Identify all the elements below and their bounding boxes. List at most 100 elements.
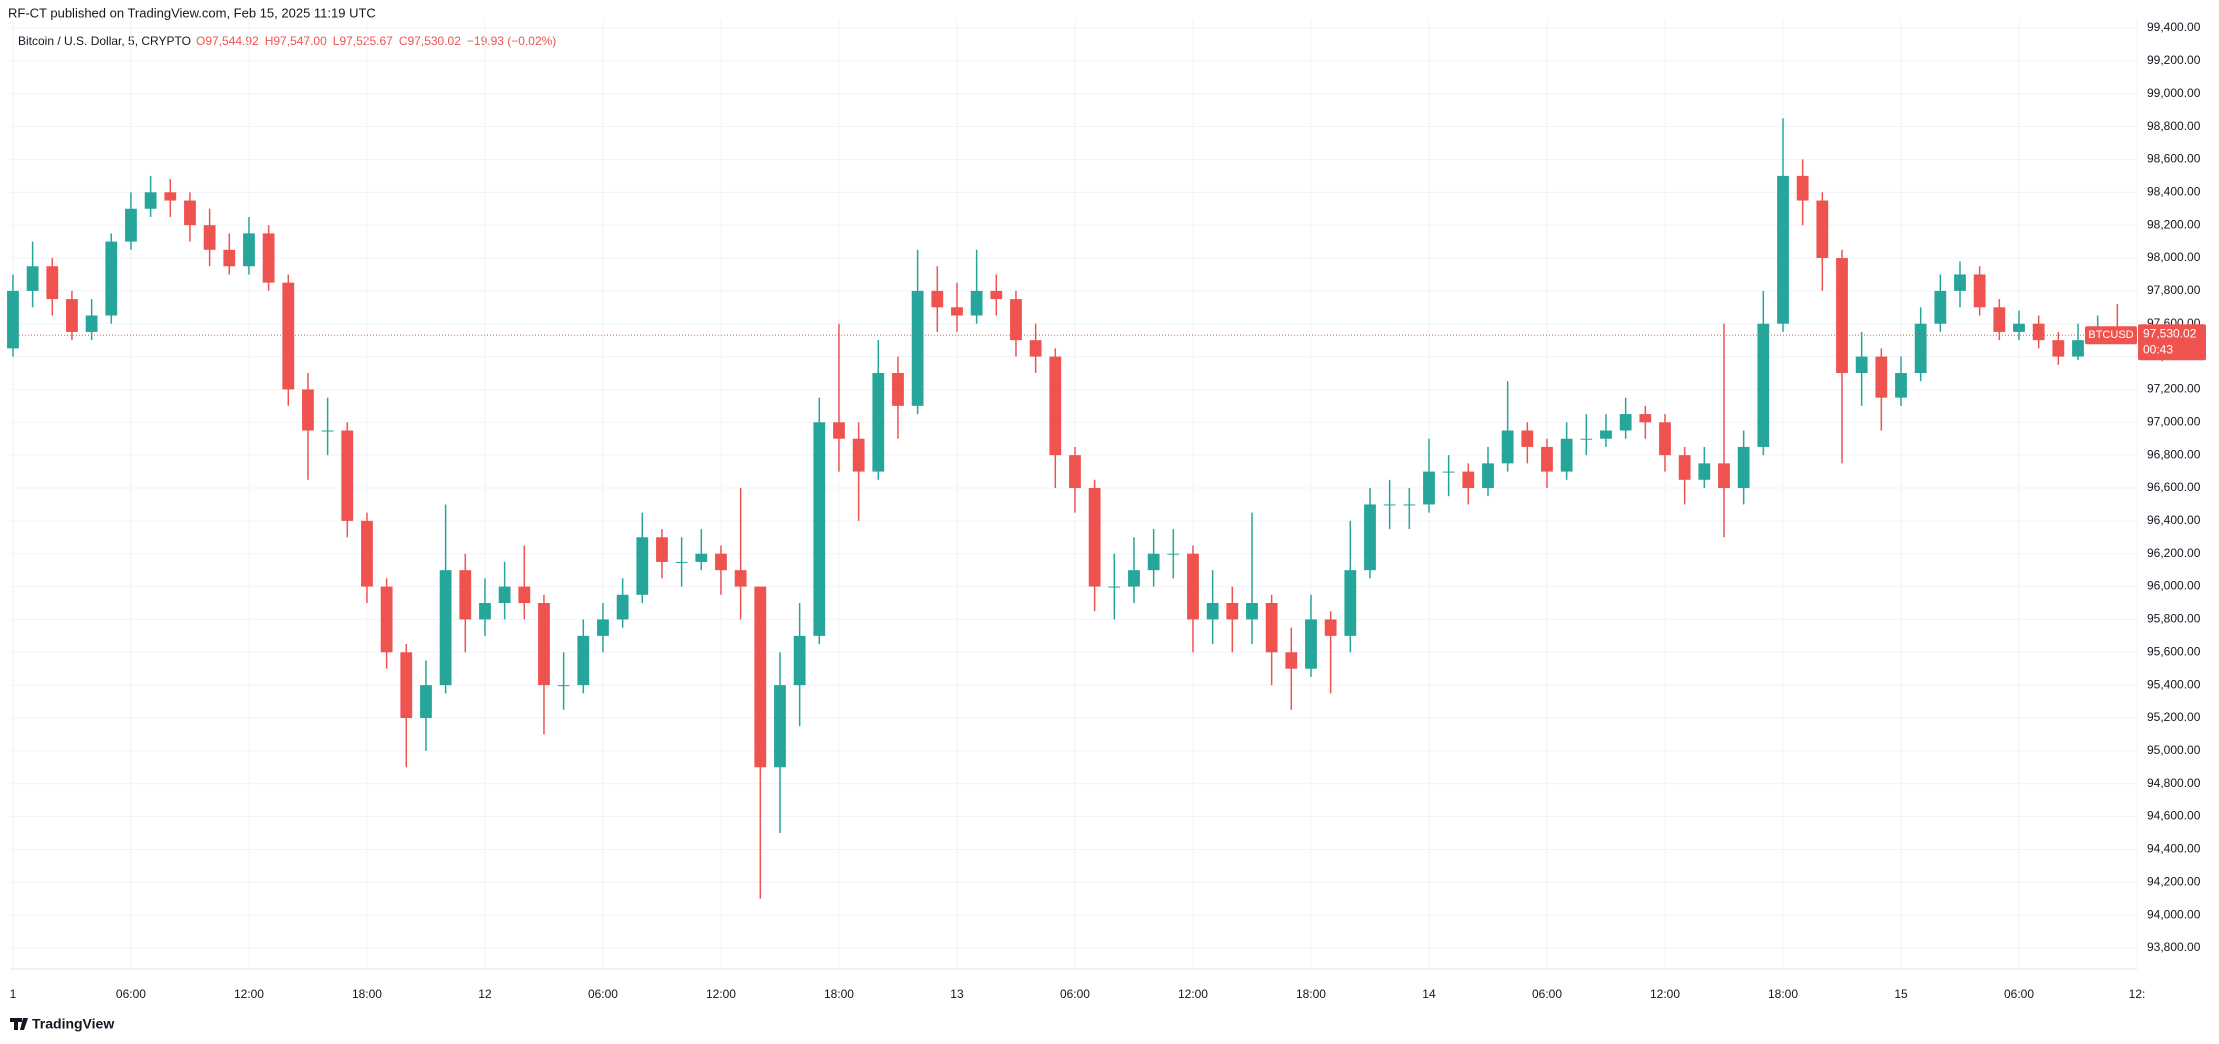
x-tick-label: 06:00 [588,987,618,1001]
x-tick-label: 06:00 [2004,987,2034,1001]
candle-body [852,438,865,472]
candle-body [1285,652,1298,669]
last-price-label: 97,530.02 [2143,326,2197,340]
candle-body [1226,603,1239,620]
candle-body [793,635,806,686]
x-tick-label: 12:00 [234,987,264,1001]
candle-body [833,422,845,439]
y-tick-label: 94,000.00 [2147,907,2201,921]
candle-body [970,290,983,316]
candle-body [400,652,413,718]
candle-body [144,192,157,209]
candle-body [1383,504,1396,506]
ohlc-low: L97,525.67 [333,34,393,48]
y-tick-label: 95,400.00 [2147,677,2201,691]
ohlc-high: H97,547.00 [265,34,327,48]
candle-body [1501,430,1514,464]
candle-body [66,299,78,332]
y-tick-label: 97,800.00 [2147,283,2201,297]
candle-body [1442,471,1455,473]
y-tick-label: 99,000.00 [2147,86,2201,100]
x-tick-label: 06:00 [1060,987,1090,1001]
candle-body [1973,274,1986,308]
candle-body [498,586,511,604]
y-tick-label: 96,000.00 [2147,579,2201,593]
candle-body [1659,422,1671,456]
candle-body [538,603,550,686]
candle-body [1678,455,1691,480]
grid [10,20,2138,969]
x-tick-label: 1 [10,987,17,1001]
candle-body [1718,463,1730,489]
candle-body [361,520,373,587]
candle-body [990,290,1003,300]
logo [10,1018,28,1030]
candle-body [1482,463,1494,489]
candle-body [184,200,196,226]
y-tick-label: 98,800.00 [2147,119,2201,133]
candle-body [675,561,688,563]
x-tick-label: 13 [950,987,964,1001]
candle-body [1403,504,1416,506]
candle-body [1698,463,1711,480]
candle-body [1147,553,1160,571]
candle-body [302,389,314,431]
candle-body [1855,356,1868,374]
candle-body [1128,570,1140,587]
candle-body [1757,323,1770,447]
ohlc-change: −19.93 (−0.02%) [467,34,556,48]
candle-body [1324,619,1337,636]
candle-body [754,586,767,768]
candle-body [1246,603,1258,620]
candle-body [1934,290,1947,324]
candle-body [243,233,255,267]
y-tick-label: 93,800.00 [2147,940,2201,954]
symbol-badge [2085,326,2137,345]
candle-body [518,586,531,604]
candle-body [1619,414,1632,431]
candle-body [1639,414,1652,423]
countdown: 00:43 [2143,342,2173,356]
candle-body [1541,446,1553,472]
y-tick-label: 94,800.00 [2147,776,2201,790]
y-tick-label: 95,800.00 [2147,612,2201,626]
y-tick-label: 98,000.00 [2147,250,2201,264]
candle-body [1344,570,1357,636]
ohlc-open: O97,544.92 [196,34,259,48]
ohlc-legend: O97,544.92 H97,547.00 L97,525.67 C97,530… [196,34,556,48]
candle-body [1010,299,1022,341]
candle-body [1167,553,1180,555]
y-tick-label: 98,200.00 [2147,217,2201,231]
candle-body [1875,356,1888,398]
candle-body [1206,603,1219,620]
candle-body [577,635,590,686]
candle-body [1600,430,1612,439]
x-tick-label: 06:00 [1532,987,1562,1001]
candle-body [2032,323,2045,341]
candle-body [1993,307,2006,332]
candle-body [1029,340,1042,357]
candles [7,118,2124,899]
candle-body [1777,175,1789,324]
y-tick-label: 96,800.00 [2147,447,2201,461]
x-tick-label: 18:00 [824,987,854,1001]
candle-body [715,553,727,571]
candle-body [1796,175,1809,201]
candle-body [1423,471,1435,505]
candle-body [2013,323,2025,332]
candle-body [26,266,39,291]
candle-body [1895,373,1907,398]
candle-body [46,266,59,300]
candle-body [1108,586,1121,588]
candle-body [931,290,944,308]
footer-brand: TradingView [32,1016,114,1032]
candle-body [2072,340,2084,357]
x-tick-label: 18:00 [1768,987,1798,1001]
candle-body [1816,200,1829,259]
candle-body [1069,455,1081,489]
candle-body [1187,553,1199,620]
candle-body [203,225,216,250]
candle-body [892,373,904,406]
candle-body [164,192,177,201]
